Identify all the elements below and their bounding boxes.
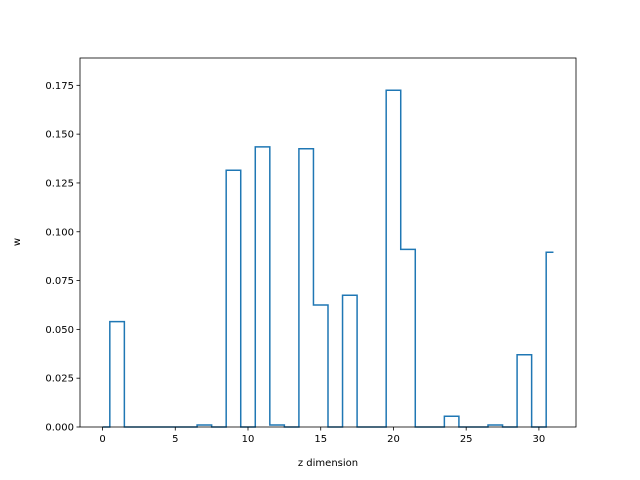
y-tick-label: 0.075 — [45, 276, 74, 287]
x-tick-label: 20 — [387, 434, 400, 445]
x-tick-label: 30 — [533, 434, 546, 445]
y-tick-label: 0.150 — [45, 130, 74, 141]
axes: 0 5 10 15 20 25 30 0.000 0.025 0.050 0.075 0.100 0.1… — [45, 57, 577, 445]
y-axis-label: w — [12, 238, 23, 246]
y-tick-label: 0.025 — [45, 374, 74, 385]
x-tick-label: 0 — [99, 434, 105, 445]
y-tick-label: 0.175 — [45, 81, 74, 92]
x-axis-label: z dimension — [298, 458, 358, 469]
y-tick-label: 0.000 — [45, 423, 74, 434]
y-tick-label: 0.050 — [45, 325, 74, 336]
x-tick-label: 25 — [460, 434, 473, 445]
axes-frame — [79, 57, 577, 428]
x-tick-label: 5 — [172, 434, 178, 445]
y-tick-label: 0.100 — [45, 227, 74, 238]
y-tick-label: 0.125 — [45, 178, 74, 189]
x-tick-label: 15 — [314, 434, 327, 445]
x-tick-label: 10 — [242, 434, 255, 445]
